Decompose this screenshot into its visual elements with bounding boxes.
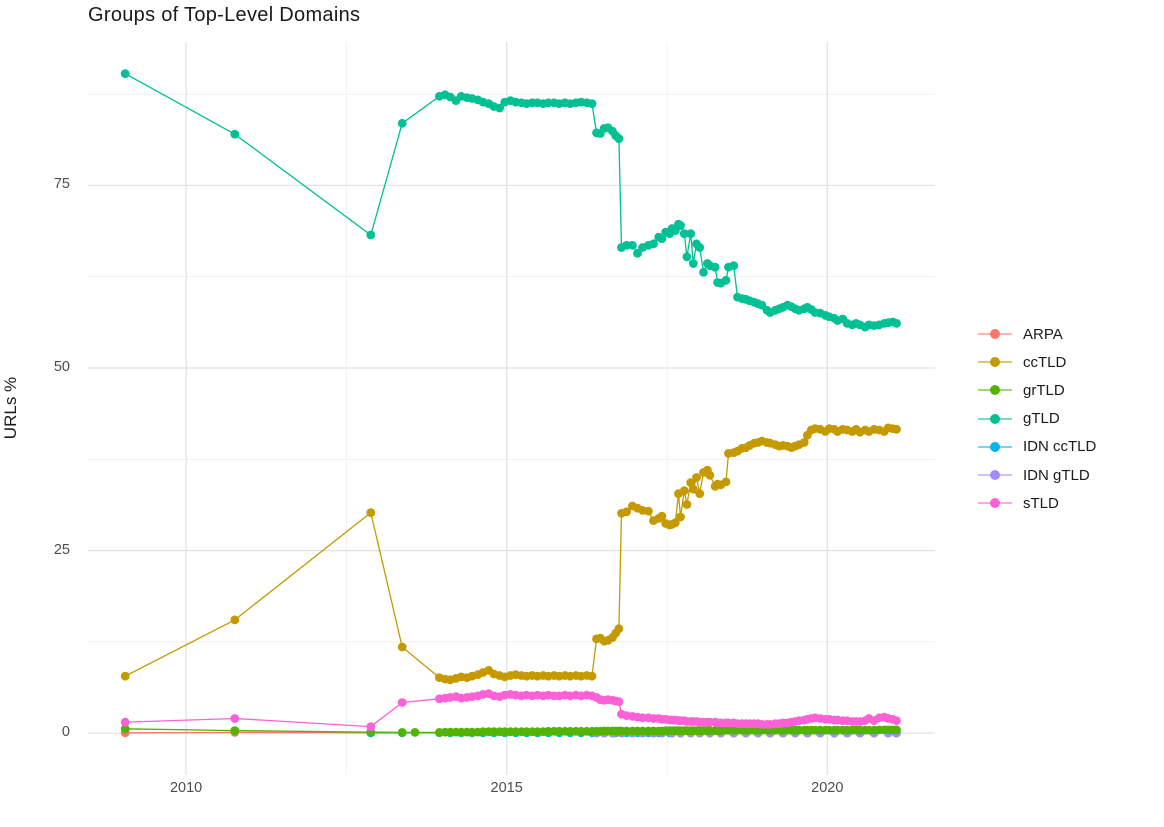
y-tick-label: 50 xyxy=(53,358,70,375)
data-point xyxy=(705,470,715,480)
y-tick-label: 0 xyxy=(61,724,70,741)
data-point xyxy=(679,229,689,239)
data-point xyxy=(633,248,642,258)
data-point xyxy=(695,243,705,252)
data-point xyxy=(892,424,901,434)
data-point xyxy=(688,259,698,268)
legend-key-dot xyxy=(990,441,1000,452)
data-point xyxy=(679,486,689,496)
legend-key-icon xyxy=(978,498,1012,509)
data-point xyxy=(892,725,901,735)
data-point xyxy=(120,671,130,681)
data-point xyxy=(682,500,692,509)
legend-key-dot xyxy=(990,385,1000,396)
data-point xyxy=(366,230,376,240)
legend-item-stld: sTLD xyxy=(978,489,1096,517)
data-point xyxy=(721,275,731,285)
data-point xyxy=(892,716,901,726)
y-tick-label: 75 xyxy=(53,176,70,193)
data-point xyxy=(366,722,376,731)
data-point xyxy=(366,508,376,517)
data-point xyxy=(628,240,637,250)
data-point xyxy=(657,234,667,244)
legend-key-icon xyxy=(978,441,1012,452)
data-point xyxy=(230,726,240,735)
data-point xyxy=(397,642,407,652)
series-grtld xyxy=(120,724,901,737)
series-cctld xyxy=(120,423,901,685)
legend-item-idn-cctld: IDN ccTLD xyxy=(978,433,1096,461)
x-tick-label: 2010 xyxy=(169,780,203,796)
legend-key-dot xyxy=(990,470,1000,481)
data-point xyxy=(721,477,731,487)
data-point xyxy=(682,252,692,262)
legend-item-idn-gtld: IDN gTLD xyxy=(978,461,1096,489)
data-point xyxy=(676,512,685,522)
legend-key-icon xyxy=(978,470,1012,481)
data-point xyxy=(622,507,631,517)
legend-label: gTLD xyxy=(1023,410,1060,428)
legend-key-icon xyxy=(978,385,1012,396)
series-gtld xyxy=(120,69,901,332)
data-point xyxy=(670,518,680,528)
data-point xyxy=(799,438,809,447)
data-point xyxy=(495,103,504,113)
legend: ARPA ccTLD grTLD gTLD IDN ccTLD IDN gTLD sTLD xyxy=(978,320,1096,517)
legend-item-gtld: gTLD xyxy=(978,405,1096,433)
x-tick-label: 2015 xyxy=(490,780,523,796)
x-tick-label: 2020 xyxy=(811,780,844,796)
data-point xyxy=(230,129,240,139)
legend-label: grTLD xyxy=(1023,381,1065,399)
data-point xyxy=(695,489,705,498)
data-point xyxy=(120,724,130,734)
data-point xyxy=(397,728,407,737)
data-point xyxy=(614,697,624,707)
legend-item-grtld: grTLD xyxy=(978,376,1096,404)
y-tick-label: 25 xyxy=(53,541,70,558)
data-point xyxy=(688,484,698,494)
data-point xyxy=(676,221,685,230)
legend-label: ccTLD xyxy=(1023,353,1067,371)
data-point xyxy=(686,478,696,487)
data-point xyxy=(644,506,653,516)
legend-label: ARPA xyxy=(1023,325,1063,343)
data-point xyxy=(710,262,720,272)
series-stld xyxy=(120,689,901,731)
data-point xyxy=(587,671,597,681)
data-point xyxy=(587,99,597,108)
legend-key-icon xyxy=(978,413,1012,424)
data-point xyxy=(657,511,667,521)
data-point xyxy=(120,717,130,727)
data-point xyxy=(230,714,240,723)
data-point xyxy=(410,728,420,737)
data-point xyxy=(230,615,240,625)
legend-key-dot xyxy=(990,329,1000,340)
legend-key-dot xyxy=(990,357,1000,368)
chart-title: Groups of Top-Level Domains xyxy=(88,4,361,26)
data-point xyxy=(120,69,130,78)
data-point xyxy=(397,118,407,128)
legend-label: sTLD xyxy=(1023,494,1059,512)
legend-key-icon xyxy=(978,357,1012,368)
legend-item-arpa: ARPA xyxy=(978,320,1096,348)
legend-item-cctld: ccTLD xyxy=(978,348,1096,376)
series-line xyxy=(124,73,897,328)
data-point xyxy=(692,473,701,482)
data-point xyxy=(397,698,407,707)
data-point xyxy=(892,319,901,328)
data-point xyxy=(686,229,696,239)
legend-key-icon xyxy=(978,329,1012,340)
data-point xyxy=(729,261,739,271)
data-point xyxy=(614,624,624,634)
legend-label: IDN ccTLD xyxy=(1023,438,1097,456)
data-point xyxy=(614,134,624,144)
legend-label: IDN gTLD xyxy=(1023,466,1090,484)
data-point xyxy=(649,239,658,249)
data-point xyxy=(699,267,708,277)
legend-key-dot xyxy=(990,413,1000,424)
legend-key-dot xyxy=(990,498,1000,509)
